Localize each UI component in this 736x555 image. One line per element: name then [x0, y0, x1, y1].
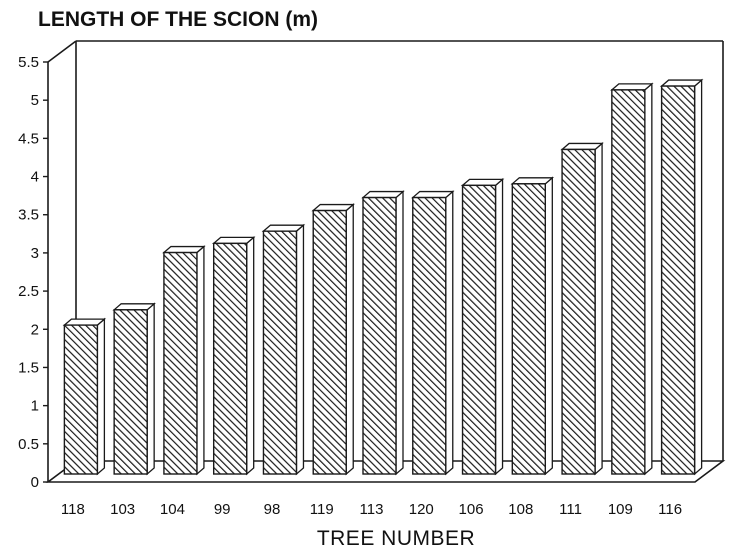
- bar: [411, 190, 455, 476]
- x-tick-label: 113: [360, 501, 384, 518]
- x-tick-label: 116: [658, 501, 682, 518]
- bar-front: [113, 309, 148, 475]
- y-tick-label: 1.5: [18, 359, 39, 376]
- bar-side: [96, 317, 106, 476]
- bar-side: [594, 142, 603, 476]
- bar: [261, 223, 306, 476]
- bar-front: [461, 184, 497, 475]
- bar-side: [544, 176, 553, 476]
- bar-top: [211, 236, 256, 245]
- y-tick-label: 3.5: [18, 207, 39, 224]
- bar: [361, 190, 405, 476]
- y-tick-label: 0: [31, 474, 39, 491]
- y-tick-label: 5.5: [18, 54, 39, 71]
- bar-top: [361, 190, 405, 199]
- bar-top: [659, 79, 704, 87]
- bar: [62, 317, 107, 476]
- bar: [211, 235, 256, 476]
- chart-title: LENGTH OF THE SCION (m): [38, 8, 318, 31]
- bar-front: [660, 85, 696, 475]
- y-tick-label: 2.5: [18, 283, 39, 300]
- bar: [610, 82, 654, 476]
- bar-side: [395, 190, 404, 476]
- bar-side: [295, 223, 305, 476]
- y-tick-label: 5: [31, 92, 39, 109]
- y-axis: 0 0.5 1 1.5 2 2.5 3 3.5 4 4.5 5 5.5: [18, 54, 48, 491]
- x-tick-label: 103: [110, 501, 135, 518]
- bar-top: [62, 318, 107, 326]
- bar-top: [261, 224, 306, 232]
- x-tick-label: 119: [310, 501, 334, 518]
- x-tick-label: 120: [409, 501, 434, 518]
- bar-front: [362, 196, 397, 475]
- y-tick-label: 2: [31, 321, 39, 338]
- bar-side: [196, 245, 205, 476]
- bar-front: [511, 183, 547, 475]
- x-axis-title: TREE NUMBER: [317, 527, 475, 550]
- x-tick-label: 98: [264, 501, 281, 518]
- x-tick-label: 99: [214, 501, 231, 518]
- bar-front: [212, 242, 248, 475]
- bar-top: [460, 178, 505, 186]
- y-tick-label: 0.5: [18, 436, 39, 453]
- y-tick-label: 1: [31, 398, 39, 415]
- x-tick-label: 108: [508, 501, 533, 518]
- bar: [560, 142, 604, 476]
- bar: [659, 78, 704, 476]
- bar-top: [610, 83, 654, 91]
- bar-top: [411, 190, 455, 199]
- bars: [62, 78, 704, 476]
- y-tick-label: 4.5: [18, 130, 39, 147]
- bar-side: [644, 82, 653, 476]
- bar-top: [510, 177, 555, 185]
- bar-front: [412, 196, 447, 475]
- bar: [112, 302, 156, 476]
- x-tick-label: 118: [61, 501, 85, 518]
- bar-side: [345, 203, 354, 476]
- bar-top: [112, 303, 156, 311]
- y-tick-label: 4: [31, 169, 39, 186]
- bar-side: [693, 78, 703, 476]
- bar-front: [63, 324, 99, 475]
- bar: [162, 245, 206, 476]
- bar-side: [494, 177, 504, 476]
- x-axis: 118 103 104 99 98 119 113 120 106 108 111 109 116: [61, 501, 682, 518]
- x-tick-label: 104: [160, 501, 185, 518]
- bar-top: [560, 142, 604, 151]
- bar-front: [561, 148, 596, 475]
- bar-front: [262, 230, 298, 475]
- bar-top: [311, 203, 355, 212]
- bar-top: [162, 245, 206, 254]
- top-left-edge: [47, 40, 77, 63]
- y-tick-label: 3: [31, 245, 39, 262]
- bar: [311, 203, 355, 476]
- bar-side: [246, 235, 255, 476]
- bar: [510, 176, 555, 476]
- bar-front: [611, 89, 646, 475]
- x-tick-label: 109: [608, 501, 633, 518]
- bar-side: [445, 190, 454, 476]
- x-tick-label: 111: [559, 501, 582, 518]
- bar-front: [312, 209, 347, 475]
- bar-side: [146, 302, 155, 476]
- bar-front: [163, 251, 198, 475]
- bar: [460, 177, 505, 476]
- x-tick-label: 106: [459, 501, 484, 518]
